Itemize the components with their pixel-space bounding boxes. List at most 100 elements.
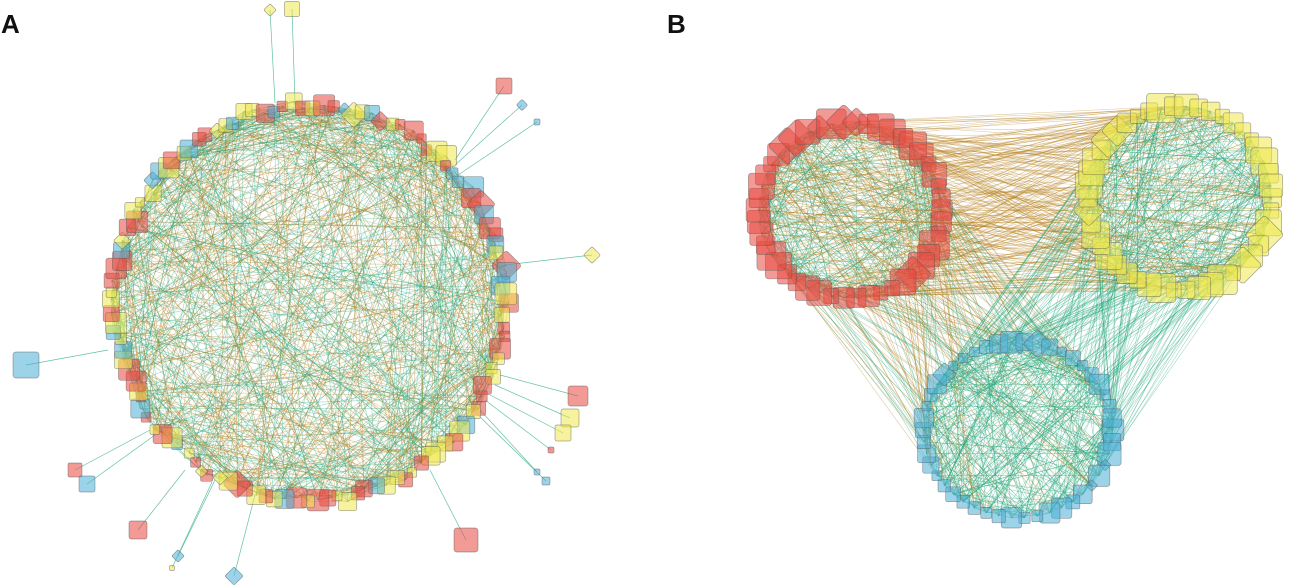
network-edge: [188, 106, 334, 454]
network-edge: [199, 139, 319, 501]
network-edge: [944, 374, 1100, 476]
network-edge: [940, 149, 1102, 223]
network-edge: [1186, 173, 1269, 290]
network-edge: [176, 123, 233, 445]
network-edge: [944, 365, 954, 486]
network-edge: [122, 124, 401, 350]
network-edge: [952, 365, 964, 502]
network-edge: [985, 374, 1092, 514]
network-edge: [985, 347, 1025, 518]
network-edge: [171, 120, 381, 161]
network-edge: [111, 313, 338, 496]
network-edge: [787, 186, 939, 275]
network-edge: [1061, 139, 1252, 509]
network-edge: [237, 396, 482, 485]
network-edge: [132, 210, 496, 236]
network-edge: [941, 221, 1118, 266]
network-edge: [758, 111, 1150, 199]
network-edge: [145, 148, 190, 418]
network-edge: [206, 106, 283, 476]
network-edge: [938, 186, 1025, 343]
network-edge: [183, 152, 446, 444]
network-edge: [411, 173, 453, 473]
network-edge: [265, 113, 497, 254]
network-edge: [1091, 107, 1162, 375]
network-edge: [116, 252, 496, 324]
network-edge: [1049, 106, 1187, 348]
network-edge: [923, 441, 1110, 454]
network-edge: [868, 289, 1174, 297]
network-edge: [357, 348, 501, 494]
network-edge: [758, 221, 1174, 291]
network-edge: [129, 265, 507, 370]
network-edge: [113, 112, 373, 333]
network-edge: [232, 123, 275, 500]
network-edge: [912, 274, 1150, 285]
network-edge: [819, 126, 1092, 224]
network-edge: [317, 149, 427, 501]
network-edge: [111, 280, 275, 500]
network-edge: [336, 302, 510, 496]
network-edge: [1111, 130, 1118, 443]
network-edge: [201, 113, 266, 472]
panel-a-nodes: [12, 1, 601, 585]
network-edge: [1024, 185, 1272, 343]
network-node: [197, 127, 213, 143]
network-edge: [252, 109, 437, 152]
network-edge: [953, 107, 1199, 366]
network-edge: [936, 351, 975, 476]
network-edge: [757, 209, 964, 359]
network-edge: [998, 122, 1128, 517]
network-edge: [757, 209, 1096, 235]
network-edge: [371, 112, 413, 473]
network-edge: [274, 111, 363, 500]
network-edge: [183, 152, 479, 409]
network-edge: [998, 264, 1118, 345]
network-edge: [1101, 122, 1234, 247]
network-node: [413, 455, 429, 471]
network-edge: [255, 173, 453, 496]
network-edge: [317, 124, 393, 501]
network-edge: [188, 148, 453, 174]
network-edge: [819, 107, 1199, 294]
network-edge: [1072, 130, 1118, 502]
network-edge: [110, 252, 496, 300]
network-edge: [386, 293, 507, 486]
network-edge: [758, 111, 1150, 223]
network-edge: [282, 106, 297, 498]
network-edge: [284, 130, 414, 499]
network-edge: [116, 268, 377, 487]
network-edge: [251, 109, 338, 496]
network-edge: [1210, 139, 1252, 285]
network-edge: [1082, 106, 1187, 495]
network-edge: [1049, 265, 1118, 513]
network-edge: [765, 172, 1092, 246]
network-edge: [944, 222, 1092, 375]
network-edge: [111, 120, 381, 314]
network-edge: [765, 174, 1092, 486]
network-edge: [152, 193, 257, 496]
network-edge: [121, 123, 233, 262]
network-edge: [162, 111, 245, 435]
network-edge: [237, 430, 460, 485]
network-edge: [74, 429, 151, 471]
network-edge: [347, 302, 510, 502]
network-edge: [1037, 139, 1252, 344]
network-edge: [188, 148, 285, 499]
network-edge: [273, 111, 422, 464]
network-edge: [807, 287, 927, 407]
network-edge: [293, 101, 422, 464]
network-edge: [787, 264, 1243, 275]
network-edge: [137, 113, 266, 222]
network-edge: [152, 193, 467, 426]
network-edge: [154, 429, 377, 487]
network-edge: [386, 265, 507, 486]
network-edge: [921, 154, 1109, 257]
network-node: [1041, 338, 1059, 356]
network-edge: [357, 385, 483, 494]
network-edge: [778, 154, 1092, 486]
network-edge: [135, 252, 497, 382]
network-edge: [199, 139, 406, 481]
network-edge: [146, 417, 455, 443]
network-edge: [284, 108, 313, 499]
